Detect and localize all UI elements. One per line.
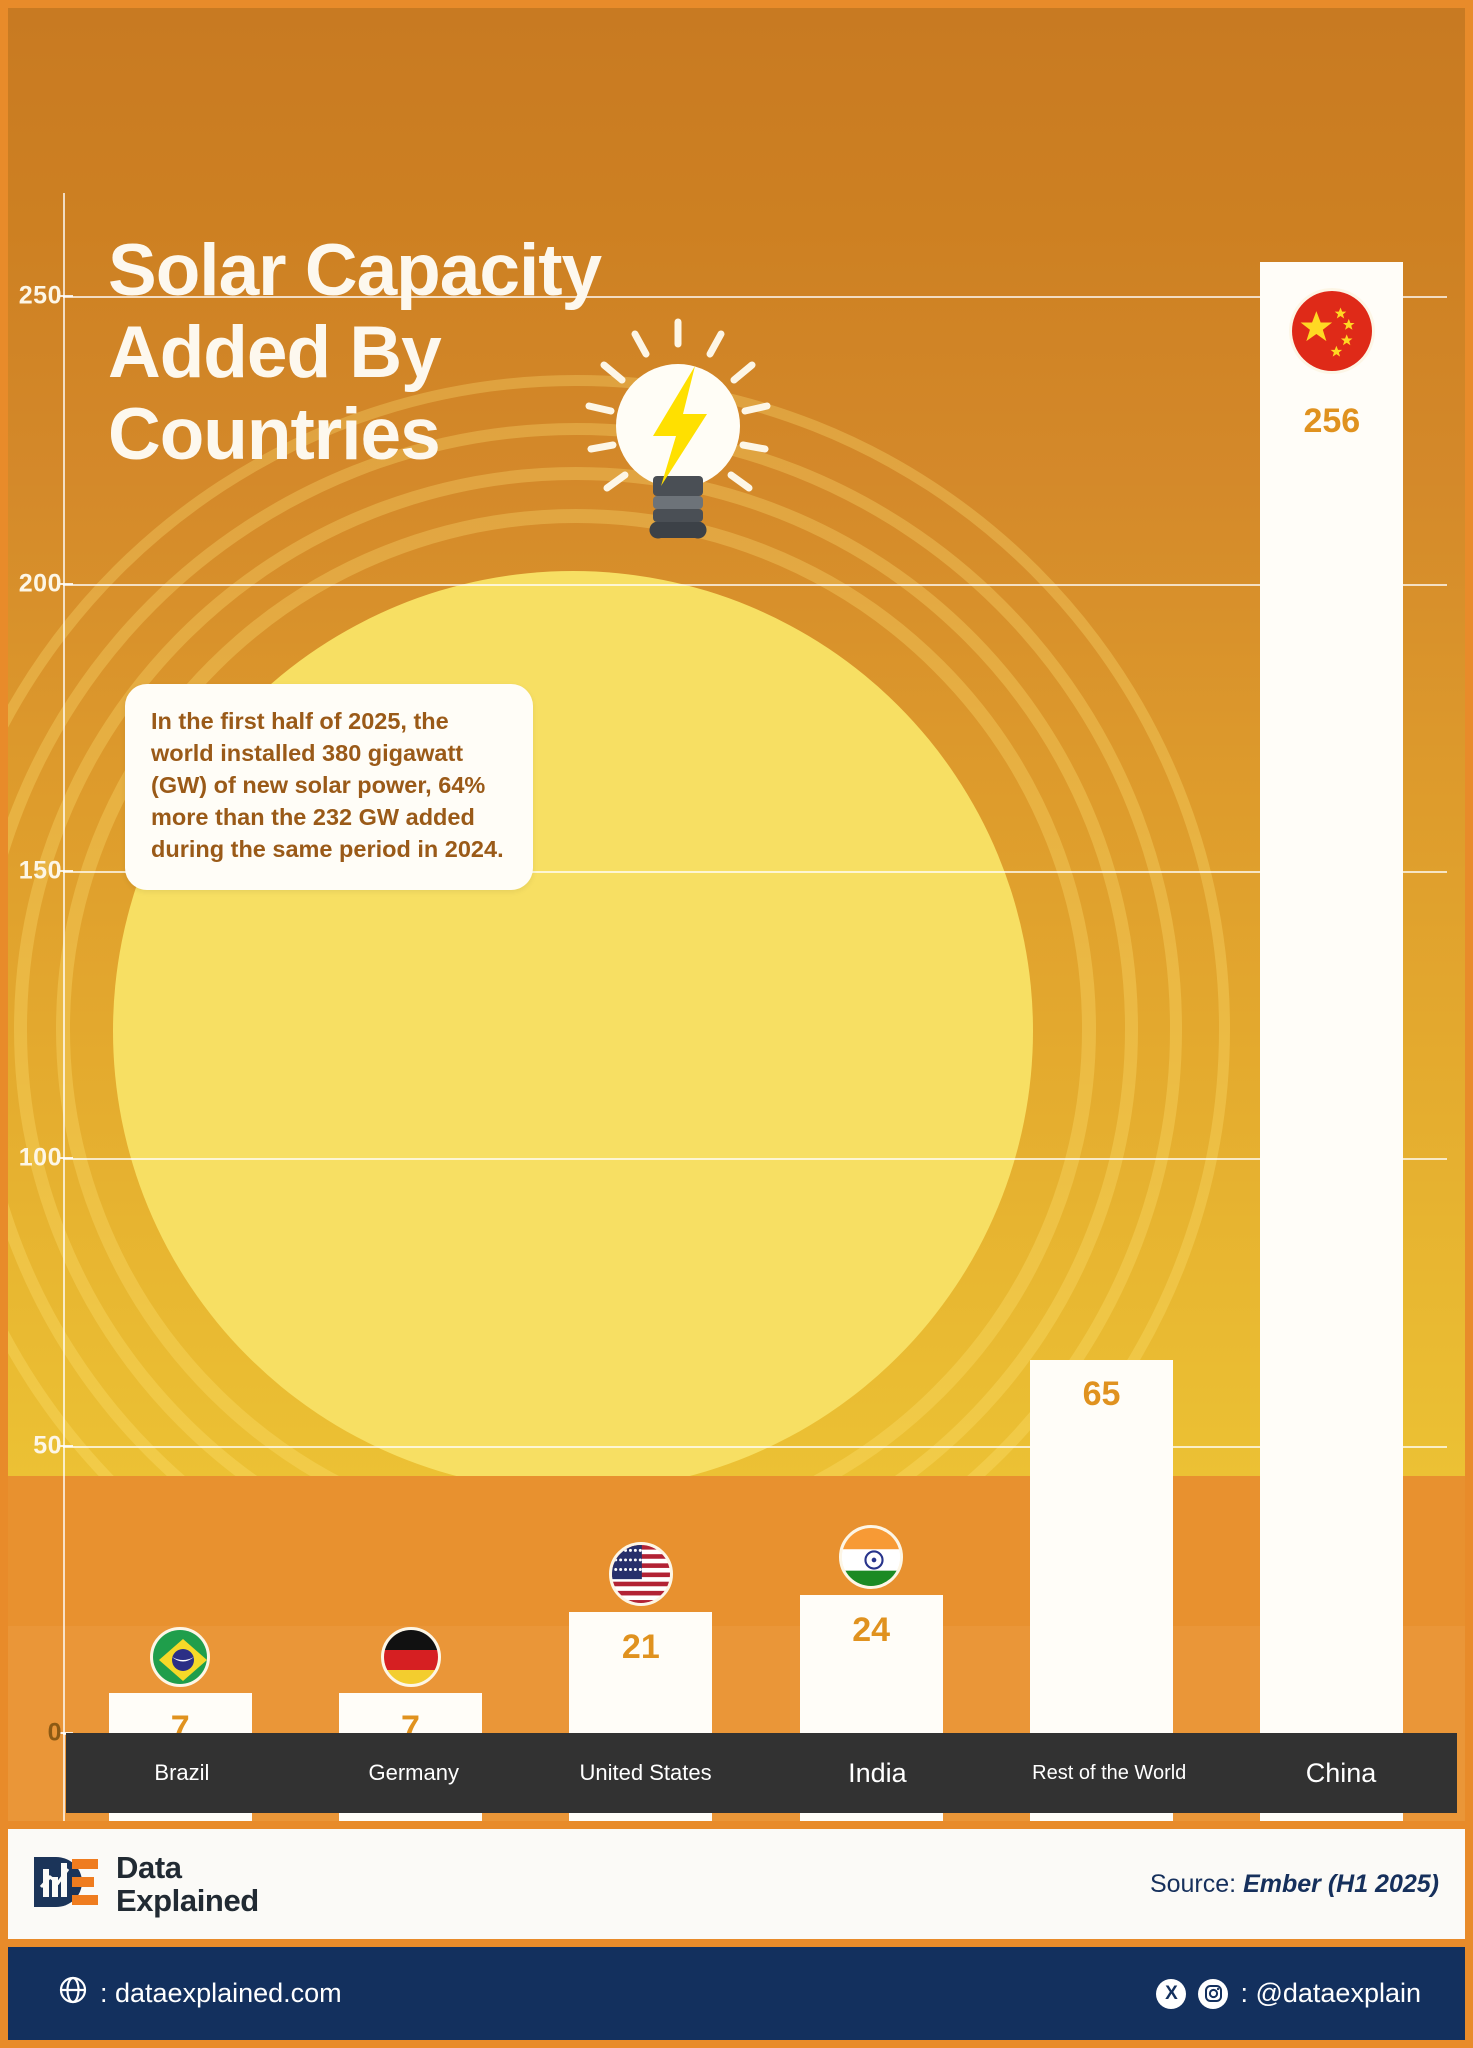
social-handle[interactable]: : @dataexplain <box>1240 1978 1421 2008</box>
bar-china <box>1260 261 1404 1821</box>
gridline <box>63 1445 1447 1448</box>
x-axis-label-germany: Germany <box>368 1760 459 1785</box>
source-value: Ember (H1 2025) <box>1243 1869 1439 1898</box>
y-tick-label: 250 <box>18 281 62 310</box>
y-tick-mark <box>58 1732 73 1734</box>
india-flag <box>839 1525 904 1590</box>
y-tick-label: 100 <box>18 1143 62 1172</box>
x-axis-label-india: India <box>848 1757 907 1788</box>
bar-value-label: 24 <box>852 1611 891 1650</box>
bar-value-label: 21 <box>621 1628 660 1667</box>
x-axis-label-china: China <box>1305 1757 1377 1788</box>
brazil-flag <box>150 1626 211 1687</box>
bars-plot-area: 7 7 21 24 65 256 <box>65 193 1447 1821</box>
data-explained-logo-icon <box>30 1851 102 1918</box>
y-tick-mark <box>58 1444 73 1447</box>
y-tick-mark <box>58 582 73 585</box>
y-tick-label: 50 <box>33 1431 62 1460</box>
brand-name: Data Explained <box>116 1849 259 1918</box>
title-line-1: Solar Capacity <box>108 230 602 311</box>
y-tick-label: 150 <box>18 856 62 885</box>
germany-flag <box>380 1626 441 1687</box>
chart-canvas: 0 50 100 150 200 250 Solar Capacity Added By … <box>8 8 1465 1821</box>
y-tick-mark <box>58 295 73 298</box>
brand-line-1: Data <box>116 1849 182 1885</box>
x-axis-label-strip: Brazil Germany United States India Rest of t… <box>66 1733 1457 1813</box>
globe-icon <box>58 1975 88 2012</box>
gridline <box>63 296 1447 299</box>
x-axis-label-brazil: Brazil <box>154 1760 210 1785</box>
source-credit: Source: Ember (H1 2025) <box>1150 1870 1439 1899</box>
website-url[interactable]: : dataexplained.com <box>100 1978 342 2008</box>
gridline <box>63 871 1447 874</box>
x-axis-label-rest-of-the-world: Rest of the World <box>1032 1761 1187 1784</box>
united-states-flag <box>608 1542 673 1607</box>
bar-value-label: 65 <box>1082 1375 1121 1414</box>
title-line-2: Added By <box>108 311 442 393</box>
callout-box: In the first half of 2025, the world ins… <box>125 684 533 890</box>
brand-logo-group: Data Explained <box>30 1849 259 1918</box>
y-tick-mark <box>58 870 73 873</box>
social-handle-group[interactable]: X : @dataexplain <box>1156 1978 1421 2009</box>
y-tick-label: 200 <box>18 569 62 598</box>
x-twitter-icon[interactable]: X <box>1156 1978 1187 2009</box>
source-prefix: Source: <box>1149 1869 1244 1898</box>
footer-brand-bar: Data Explained Source: Ember (H1 2025) <box>8 1829 1465 1939</box>
gridline <box>63 1158 1447 1161</box>
lightbulb-icon <box>583 318 773 548</box>
bar-value-label: 256 <box>1303 401 1361 440</box>
x-axis-label-united-states: United States <box>579 1760 712 1785</box>
instagram-icon[interactable] <box>1198 1978 1229 2009</box>
website-group[interactable]: : dataexplained.com <box>58 1975 342 2012</box>
title-line-3: Countries <box>108 393 441 475</box>
y-axis-line <box>63 193 65 1821</box>
y-tick-mark <box>58 1157 73 1160</box>
brand-line-2: Explained <box>116 1883 259 1918</box>
y-tick-label: 0 <box>47 1718 62 1747</box>
page-title: Solar Capacity Added By Countries <box>108 230 868 475</box>
china-flag <box>1288 287 1375 374</box>
footer-social-bar: : dataexplained.com X : @dataexplain <box>8 1947 1465 2040</box>
gridline <box>63 583 1447 586</box>
